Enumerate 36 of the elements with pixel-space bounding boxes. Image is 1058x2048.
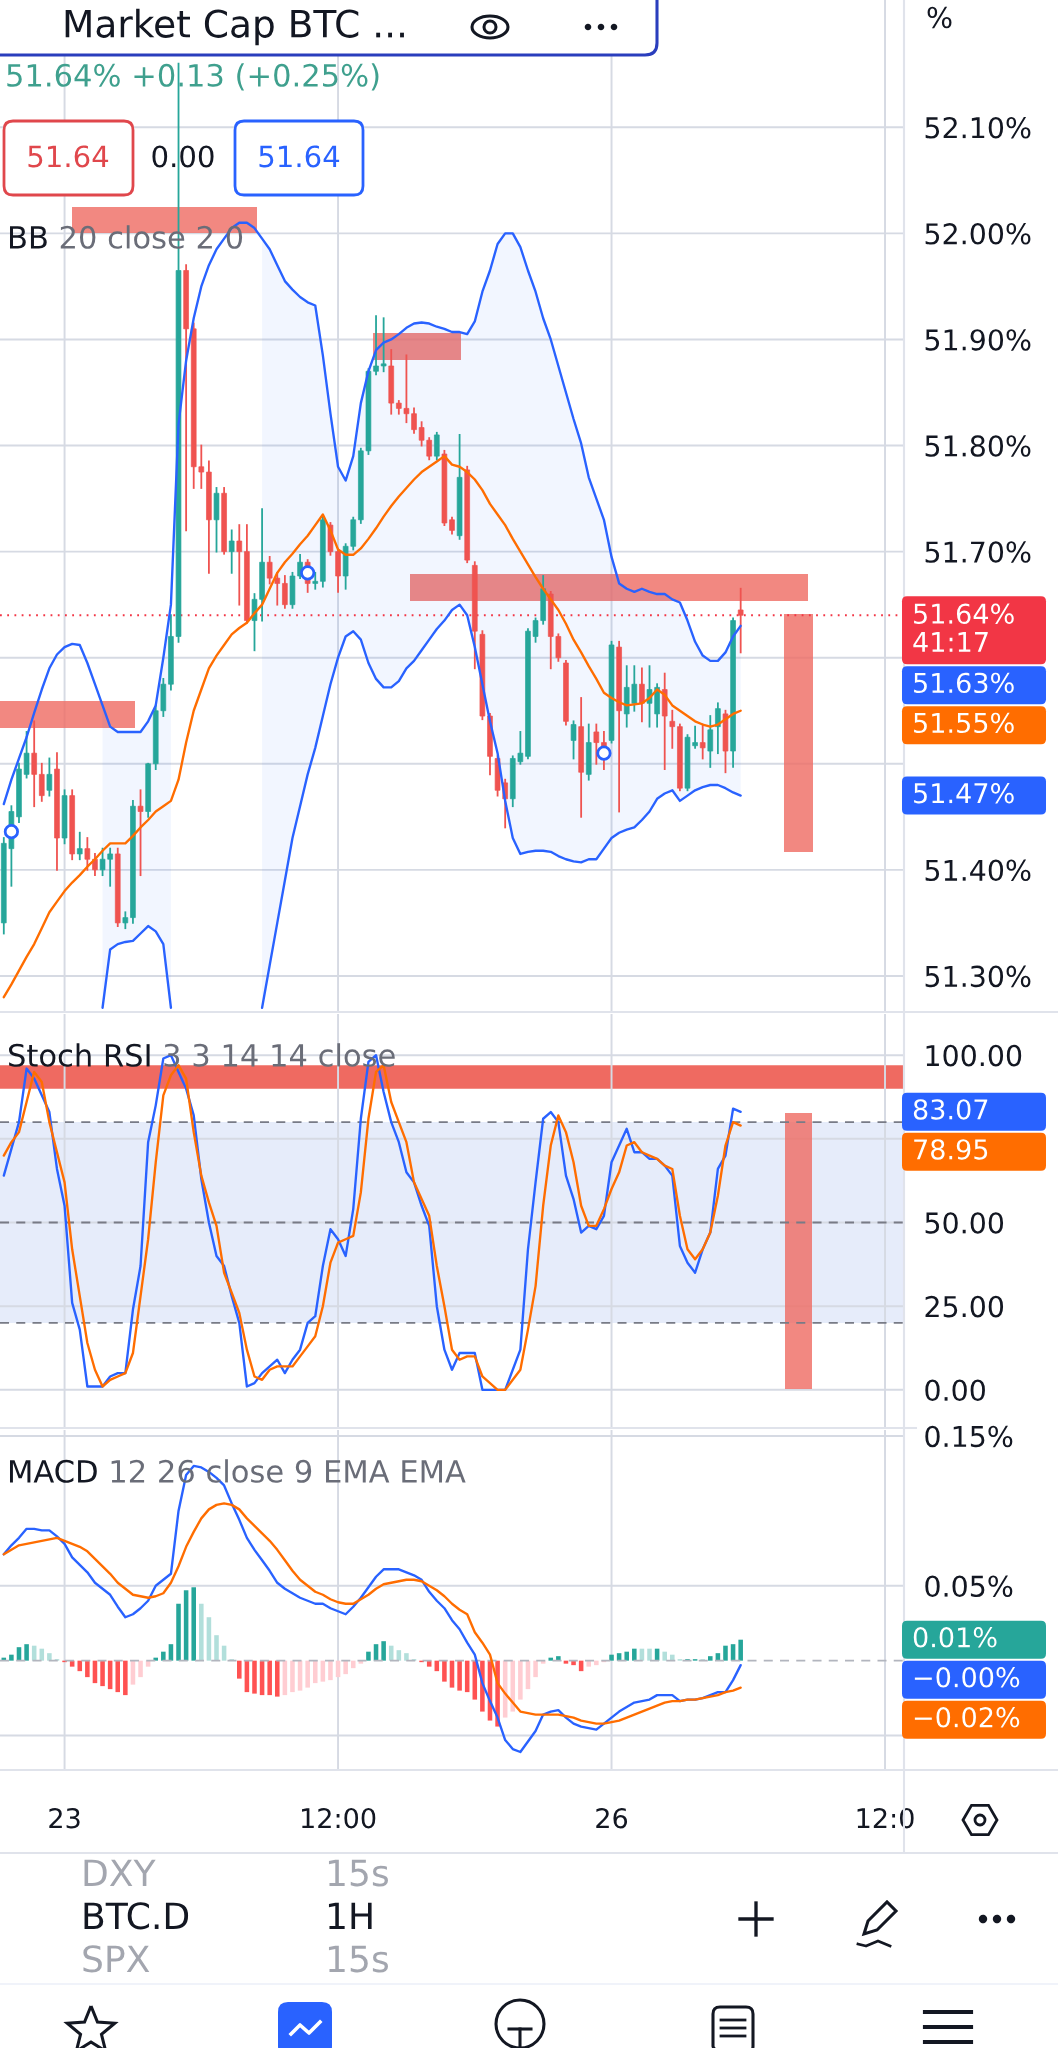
- text: 51.63%: [914, 672, 1014, 694]
- annotation: 51.64: [28, 145, 109, 168]
- y-tick-label: 52.10%: [925, 116, 1031, 139]
- y-tick-label: 51.70%: [925, 541, 1031, 563]
- text: SPX: [83, 1945, 150, 1973]
- x-tick-label: 26: [596, 1807, 628, 1829]
- y-tick-label: 0.05%: [925, 1575, 1013, 1597]
- y-tick-label: 51.40%: [925, 859, 1031, 882]
- text: 83.07: [913, 1099, 988, 1120]
- text: −0.02%: [914, 1707, 1020, 1728]
- x-tick-label: 23: [49, 1807, 80, 1829]
- x-tick-label: 12:0: [857, 1807, 914, 1829]
- text: 78.95: [914, 1139, 988, 1160]
- y-tick-label: 51.80%: [925, 435, 1031, 457]
- y-tick-label: 50.00: [925, 1212, 1004, 1234]
- text: −0.00%: [914, 1667, 1020, 1688]
- text: 51.55%: [914, 712, 1014, 734]
- text: 1H: [328, 1902, 372, 1929]
- ref-line-label: 51.64% 41:17: [913, 603, 1014, 652]
- y-tick-label: 0.00: [925, 1379, 985, 1402]
- y-tick-label: 52.00%: [925, 223, 1031, 245]
- text: 15s: [328, 1945, 388, 1973]
- y-tick-label: 100.00: [926, 1044, 1022, 1067]
- y-tick-label: 51.30%: [925, 965, 1031, 988]
- text: DXY: [84, 1859, 156, 1886]
- text: BTC.D: [84, 1902, 189, 1930]
- y-tick-label: 25.00: [925, 1295, 1004, 1318]
- text: 0.01%: [913, 1627, 997, 1648]
- y-axis-title: %: [927, 6, 952, 29]
- text: 15s: [328, 1859, 388, 1887]
- annotation: 51.64: [259, 145, 340, 168]
- chart-title: Market Cap BTC ...: [65, 8, 404, 46]
- text: 51.47%: [914, 782, 1014, 804]
- x-tick-label: 12:00: [302, 1807, 376, 1829]
- y-tick-label: 0.15%: [925, 1425, 1013, 1448]
- y-tick-label: 51.90%: [925, 329, 1031, 351]
